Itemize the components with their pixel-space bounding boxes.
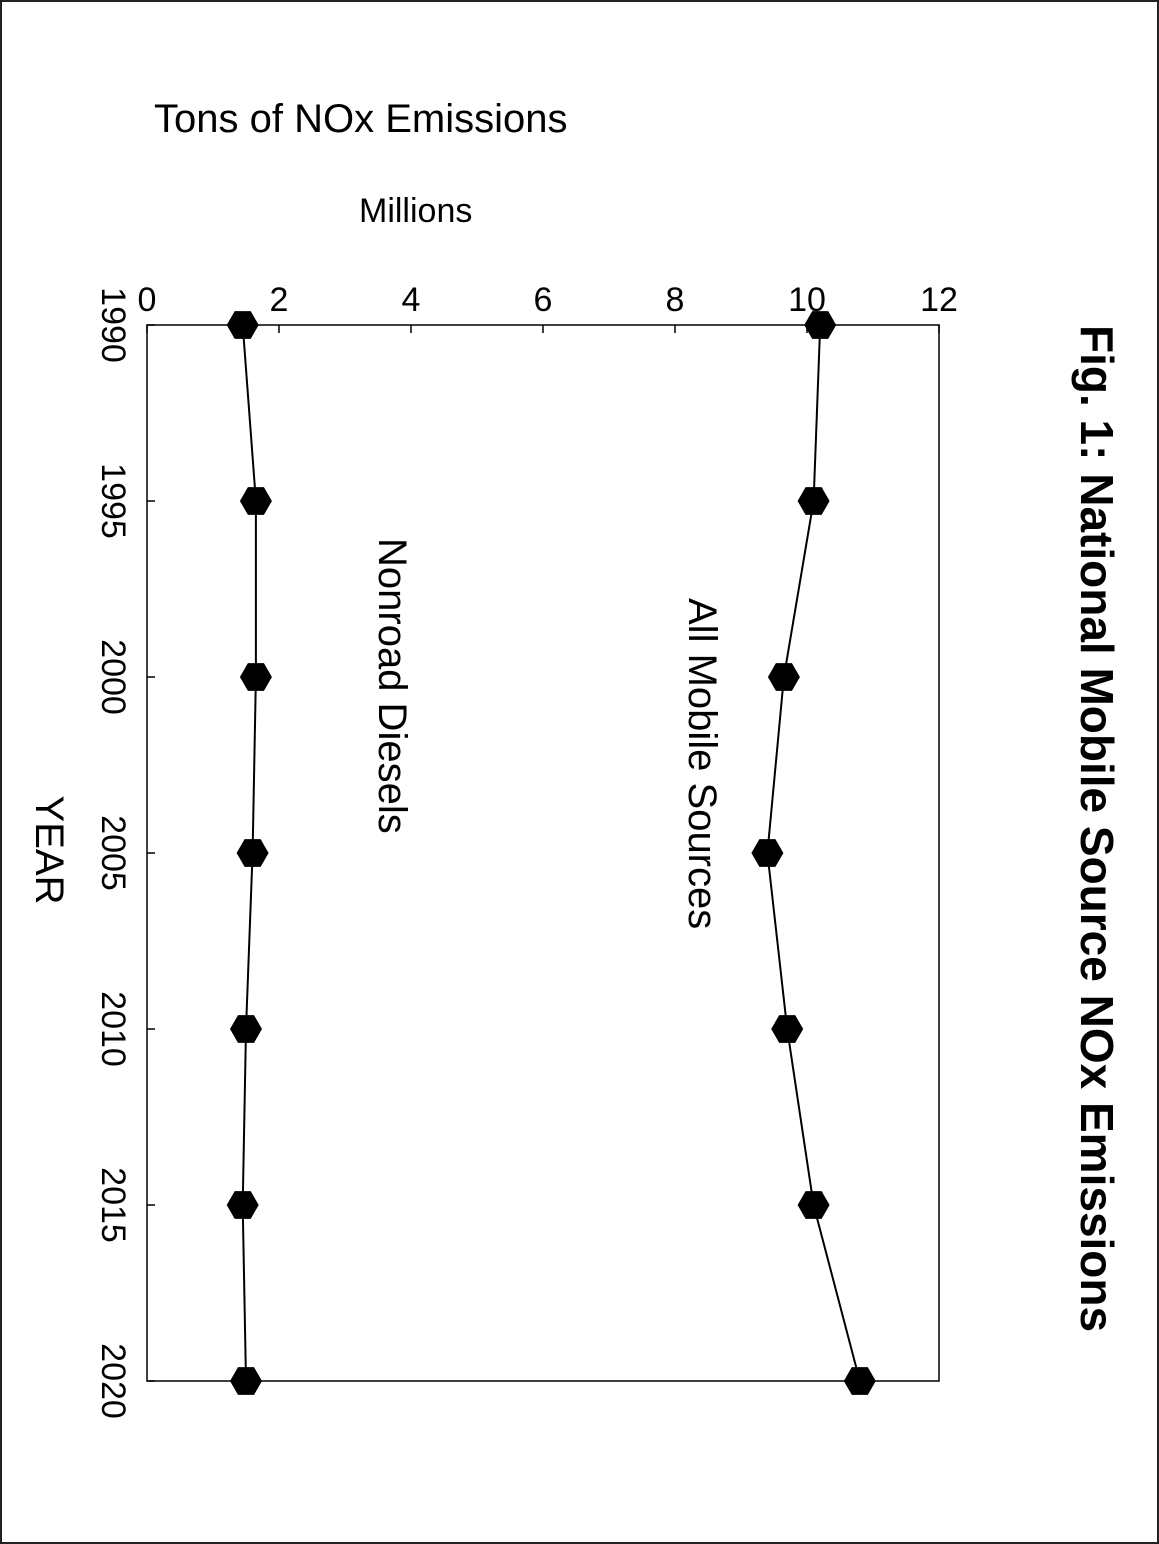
data-point bbox=[236, 839, 269, 867]
data-point bbox=[767, 663, 800, 691]
series-group bbox=[226, 311, 876, 1395]
data-point bbox=[751, 839, 784, 867]
series-label-all-mobile-sources: All Mobile Sources bbox=[680, 598, 724, 929]
y-axis-label: Tons of NOx Emissions bbox=[154, 97, 567, 141]
x-tick-label: 2020 bbox=[94, 1343, 132, 1419]
data-point bbox=[804, 311, 837, 339]
x-tick-label: 2000 bbox=[94, 639, 132, 715]
data-point bbox=[230, 1367, 262, 1395]
x-axis: 1990 1995 2000 2005 2010 2015 2020 bbox=[94, 287, 155, 1419]
series-label-nonroad-diesels: Nonroad Diesels bbox=[370, 538, 414, 834]
x-tick-label: 1990 bbox=[94, 287, 132, 363]
chart-title: Fig. 1: National Mobile Source NOx Emiss… bbox=[1071, 325, 1123, 1332]
data-point bbox=[797, 1191, 830, 1219]
x-axis-label: YEAR bbox=[27, 796, 71, 905]
data-point bbox=[239, 663, 272, 691]
x-tick-label: 2015 bbox=[94, 1167, 132, 1243]
x-tick-label: 1995 bbox=[94, 463, 132, 539]
y-tick-label: 8 bbox=[666, 281, 685, 319]
data-point bbox=[771, 1015, 804, 1043]
x-tick-label: 2005 bbox=[94, 815, 132, 891]
y-tick-label: 6 bbox=[534, 281, 553, 319]
y-tick-label: 0 bbox=[138, 281, 157, 319]
x-tick-label: 2010 bbox=[94, 991, 132, 1067]
y-tick-label: 4 bbox=[402, 281, 421, 319]
y-axis-unit: Millions bbox=[359, 192, 472, 230]
y-tick-label: 12 bbox=[920, 281, 958, 319]
data-point bbox=[230, 1015, 262, 1043]
data-point bbox=[226, 1191, 259, 1219]
data-point bbox=[843, 1367, 876, 1395]
data-point bbox=[239, 487, 272, 515]
data-point bbox=[226, 311, 259, 339]
y-tick-label: 2 bbox=[270, 281, 289, 319]
data-point bbox=[797, 487, 830, 515]
